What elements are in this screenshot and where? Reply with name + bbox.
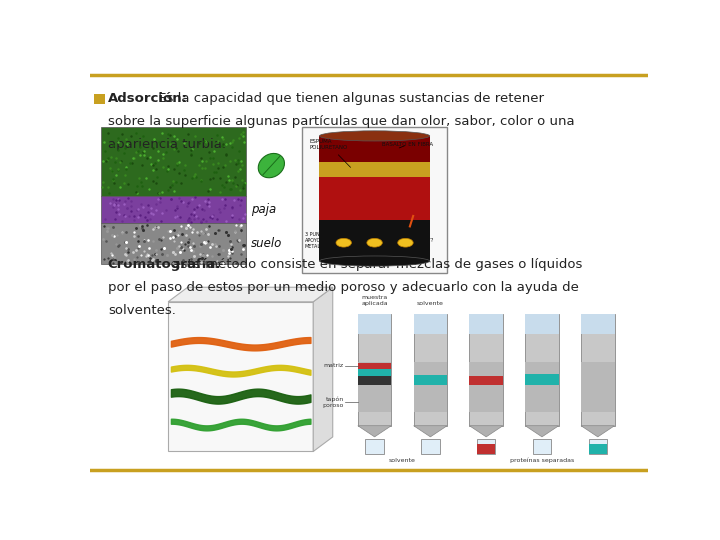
FancyBboxPatch shape — [302, 127, 447, 273]
FancyBboxPatch shape — [581, 362, 615, 413]
Text: sobre la superficie algunas partículas que dan olor, sabor, color o una: sobre la superficie algunas partículas q… — [108, 114, 575, 127]
Ellipse shape — [320, 256, 430, 266]
FancyBboxPatch shape — [358, 314, 392, 426]
Text: apariencia turbia.: apariencia turbia. — [108, 138, 226, 151]
Polygon shape — [526, 426, 559, 437]
FancyBboxPatch shape — [320, 177, 430, 220]
Polygon shape — [581, 426, 615, 437]
Ellipse shape — [367, 238, 382, 247]
FancyBboxPatch shape — [358, 363, 392, 369]
FancyBboxPatch shape — [320, 162, 430, 177]
FancyBboxPatch shape — [526, 314, 559, 334]
FancyBboxPatch shape — [358, 314, 392, 334]
Text: por el paso de estos por un medio poroso y adecuarlo con la ayuda de: por el paso de estos por un medio poroso… — [108, 281, 579, 294]
FancyBboxPatch shape — [533, 438, 552, 454]
Polygon shape — [358, 426, 392, 437]
FancyBboxPatch shape — [469, 314, 503, 334]
Text: Adsorción:: Adsorción: — [108, 92, 188, 105]
FancyBboxPatch shape — [588, 438, 607, 454]
Text: Cromatografía:: Cromatografía: — [108, 258, 222, 271]
FancyBboxPatch shape — [588, 444, 607, 454]
Text: ACE IT?: ACE IT? — [415, 238, 433, 243]
FancyBboxPatch shape — [469, 314, 503, 426]
FancyBboxPatch shape — [94, 94, 104, 104]
Ellipse shape — [397, 238, 413, 247]
FancyBboxPatch shape — [101, 196, 246, 223]
FancyBboxPatch shape — [365, 438, 384, 454]
Polygon shape — [414, 426, 447, 437]
FancyBboxPatch shape — [101, 223, 246, 265]
FancyBboxPatch shape — [581, 314, 615, 426]
Ellipse shape — [336, 238, 351, 247]
Ellipse shape — [320, 131, 430, 141]
Text: paja: paja — [251, 203, 276, 216]
FancyBboxPatch shape — [526, 314, 559, 426]
FancyBboxPatch shape — [414, 362, 447, 413]
FancyBboxPatch shape — [101, 127, 246, 196]
FancyBboxPatch shape — [358, 369, 392, 376]
FancyBboxPatch shape — [477, 438, 495, 454]
Text: suelo: suelo — [251, 237, 282, 251]
Text: tapón
poroso: tapón poroso — [323, 397, 344, 408]
Text: solvente: solvente — [417, 301, 444, 306]
Text: Es la capacidad que tienen algunas sustancias de retener: Es la capacidad que tienen algunas susta… — [154, 92, 544, 105]
Text: solvente: solvente — [389, 458, 416, 463]
FancyBboxPatch shape — [469, 376, 503, 385]
Text: muestra
aplicada: muestra aplicada — [361, 295, 388, 306]
FancyBboxPatch shape — [421, 438, 440, 454]
FancyBboxPatch shape — [414, 314, 447, 334]
FancyBboxPatch shape — [414, 375, 447, 385]
Text: 3 PUNTOS DE
APOYO
METALICOS: 3 PUNTOS DE APOYO METALICOS — [305, 232, 338, 249]
Polygon shape — [313, 287, 333, 451]
FancyBboxPatch shape — [358, 376, 392, 385]
FancyBboxPatch shape — [414, 314, 447, 426]
Polygon shape — [168, 302, 313, 451]
FancyBboxPatch shape — [469, 362, 503, 413]
Text: BASALTO EN FIBRA: BASALTO EN FIBRA — [382, 142, 433, 148]
Text: matriz: matriz — [324, 363, 344, 368]
Polygon shape — [469, 426, 503, 437]
FancyBboxPatch shape — [526, 374, 559, 385]
Text: proteínas separadas: proteínas separadas — [510, 458, 574, 463]
Text: ESPUMA
POLIURETANO: ESPUMA POLIURETANO — [310, 139, 351, 167]
Polygon shape — [168, 287, 333, 302]
FancyBboxPatch shape — [358, 362, 392, 413]
FancyBboxPatch shape — [320, 136, 430, 162]
FancyBboxPatch shape — [526, 362, 559, 413]
Ellipse shape — [258, 153, 284, 178]
FancyBboxPatch shape — [477, 444, 495, 454]
FancyBboxPatch shape — [320, 220, 430, 261]
FancyBboxPatch shape — [581, 314, 615, 334]
Text: este método consiste en separar mezclas de gases o líquidos: este método consiste en separar mezclas … — [168, 258, 582, 271]
Text: solventes.: solventes. — [108, 304, 176, 317]
